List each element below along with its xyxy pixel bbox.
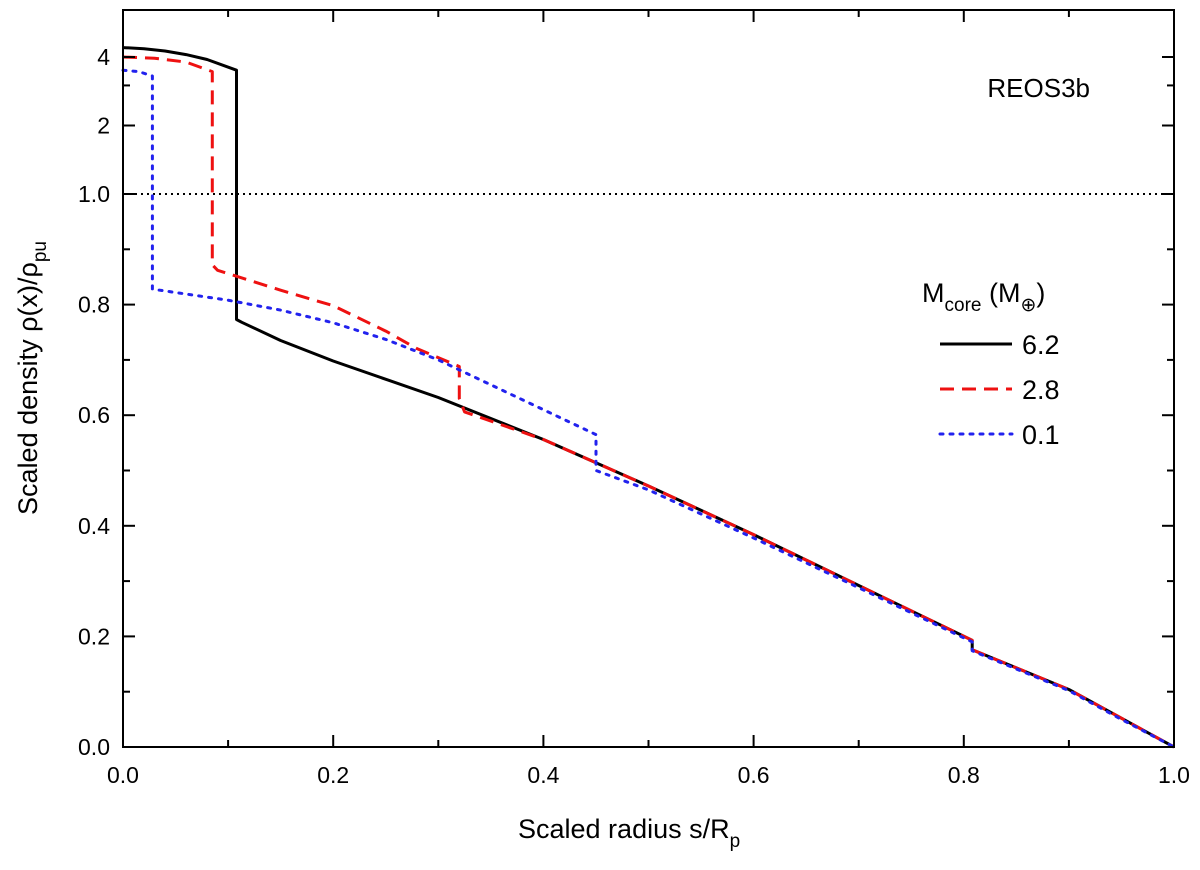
x-tick-label: 0.6 bbox=[738, 762, 770, 788]
x-tick-label: 1.0 bbox=[1158, 762, 1190, 788]
y-tick-label: 0.0 bbox=[78, 734, 110, 760]
legend-label-6.2: 6.2 bbox=[1022, 330, 1060, 360]
series-line-6.2 bbox=[122, 46, 1175, 749]
legend-label-0.1: 0.1 bbox=[1022, 420, 1060, 450]
x-tick-label: 0.2 bbox=[317, 762, 349, 788]
chart-annotation: REOS3b bbox=[987, 73, 1090, 103]
series-line-2.8 bbox=[122, 55, 1175, 749]
legend-label-2.8: 2.8 bbox=[1022, 375, 1060, 405]
y-tick-label: 0.2 bbox=[78, 623, 110, 649]
x-tick-label: 0.4 bbox=[527, 762, 559, 788]
x-tick-label: 0.0 bbox=[107, 762, 139, 788]
y-tick-label: 0.8 bbox=[78, 292, 110, 318]
legend-title: Mcore (M⊕) bbox=[922, 278, 1045, 316]
y-tick-label-upper: 4 bbox=[97, 44, 110, 70]
series-line-0.1 bbox=[121, 68, 1176, 749]
y-tick-label: 0.4 bbox=[78, 513, 110, 539]
y-tick-label: 1.0 bbox=[78, 181, 110, 207]
series-layer bbox=[121, 46, 1176, 749]
x-tick-label: 0.8 bbox=[948, 762, 980, 788]
plot-frame bbox=[122, 9, 1175, 748]
y-tick-label-upper: 2 bbox=[97, 113, 110, 139]
y-axis-title: Scaled density ρ(x)/ρpu bbox=[13, 241, 51, 515]
y-tick-label: 0.6 bbox=[78, 402, 110, 428]
tick-layer: 0.0 0.2 0.4 0.6 0.8 1.0 0.0 0.2 0.4 0.6 0.8 1.0 2 4 bbox=[78, 10, 1190, 788]
x-axis-title: Scaled radius s/Rp bbox=[518, 814, 740, 852]
legend: Mcore (M⊕) 6.2 2.8 0.1 bbox=[922, 278, 1060, 450]
legend-entries: 6.2 2.8 0.1 bbox=[938, 330, 1060, 450]
